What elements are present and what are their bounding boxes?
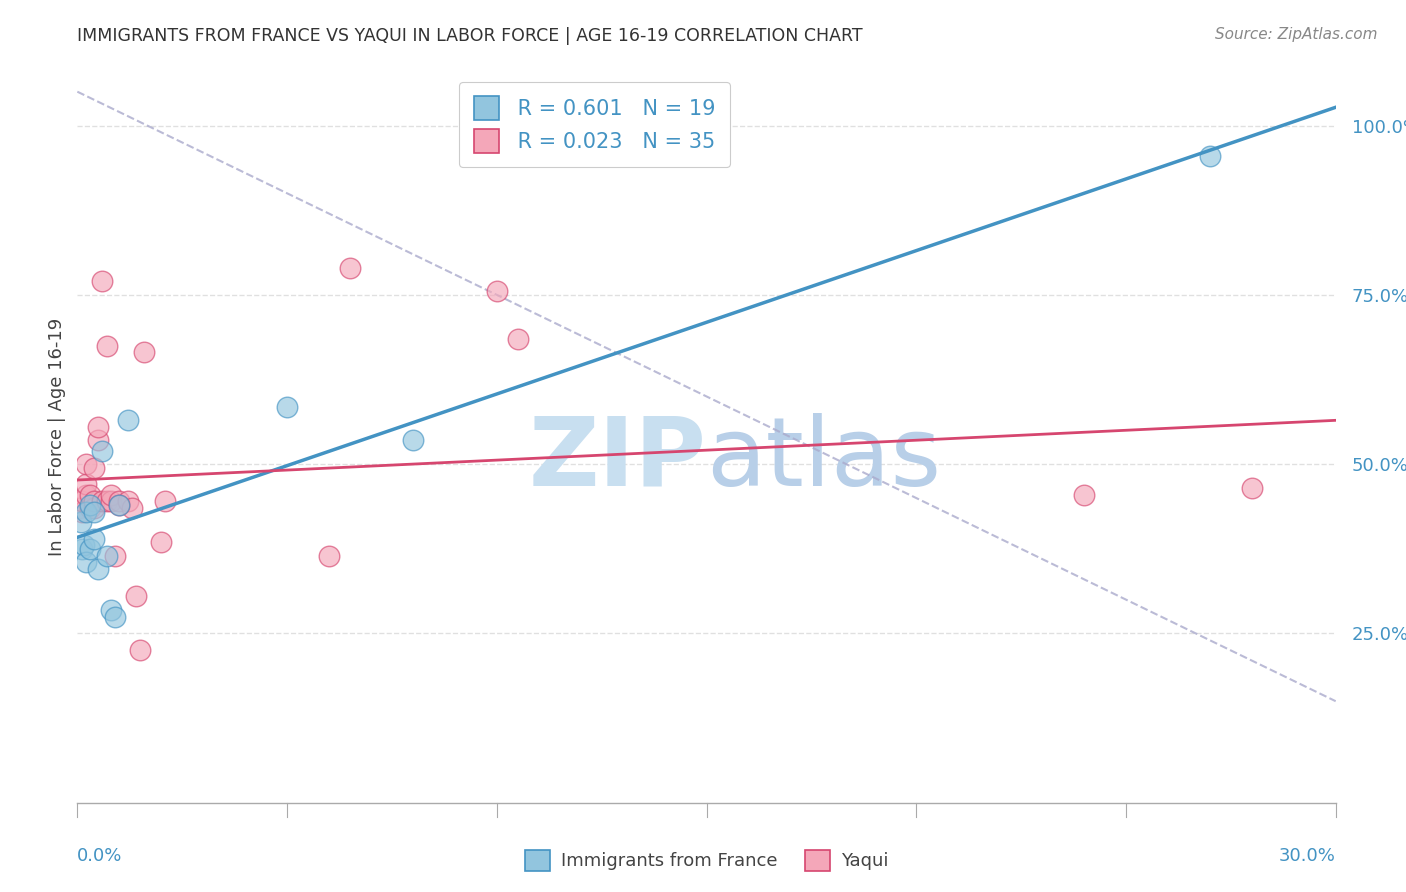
Point: [75, 488, 97, 502]
Point: [79, 498, 101, 512]
Point: [83, 460, 105, 475]
Point: [83, 505, 105, 519]
Point: [91, 274, 114, 288]
Point: [91, 443, 114, 458]
Point: [75, 555, 97, 569]
Point: [108, 494, 131, 508]
Point: [96, 494, 118, 508]
Point: [276, 400, 298, 414]
Point: [67, 501, 90, 516]
Point: [70, 494, 93, 508]
Point: [129, 643, 152, 657]
Text: IMMIGRANTS FROM FRANCE VS YAQUI IN LABOR FORCE | AGE 16-19 CORRELATION CHART: IMMIGRANTS FROM FRANCE VS YAQUI IN LABOR…: [77, 27, 863, 45]
Point: [134, 345, 156, 359]
Text: 30.0%: 30.0%: [1279, 847, 1336, 864]
Point: [96, 549, 118, 563]
Point: [83, 501, 105, 516]
Point: [1199, 149, 1222, 163]
Point: [100, 603, 122, 617]
Point: [75, 505, 97, 519]
Point: [83, 494, 105, 508]
Point: [339, 260, 361, 275]
Point: [75, 457, 97, 471]
Point: [104, 549, 127, 563]
Point: [485, 285, 508, 299]
Point: [125, 589, 148, 603]
Point: [87, 434, 110, 448]
Point: [79, 541, 101, 556]
Point: [318, 549, 340, 563]
Point: [83, 532, 105, 546]
Point: [69, 515, 91, 529]
Point: [70, 505, 93, 519]
Point: [1073, 488, 1095, 502]
Point: [79, 501, 101, 516]
Y-axis label: In Labor Force | Age 16-19: In Labor Force | Age 16-19: [48, 318, 66, 557]
Point: [108, 498, 131, 512]
Point: [87, 562, 110, 576]
Legend: Immigrants from France, Yaqui: Immigrants from France, Yaqui: [517, 843, 896, 878]
Point: [91, 494, 114, 508]
Point: [72, 538, 94, 552]
Point: [117, 413, 139, 427]
Text: ZIP: ZIP: [529, 412, 707, 506]
Text: atlas: atlas: [707, 412, 942, 506]
Point: [1240, 481, 1263, 495]
Point: [117, 494, 139, 508]
Text: Source: ZipAtlas.com: Source: ZipAtlas.com: [1215, 27, 1378, 42]
Point: [87, 420, 110, 434]
Point: [155, 494, 177, 508]
Point: [96, 339, 118, 353]
Point: [100, 488, 122, 502]
Point: [100, 494, 122, 508]
Point: [104, 609, 127, 624]
Point: [70, 541, 93, 556]
Point: [506, 332, 529, 346]
Point: [75, 477, 97, 491]
Point: [402, 434, 425, 448]
Point: [150, 535, 173, 549]
Point: [121, 501, 143, 516]
Text: 0.0%: 0.0%: [77, 847, 122, 864]
Point: [108, 498, 131, 512]
Point: [79, 488, 101, 502]
